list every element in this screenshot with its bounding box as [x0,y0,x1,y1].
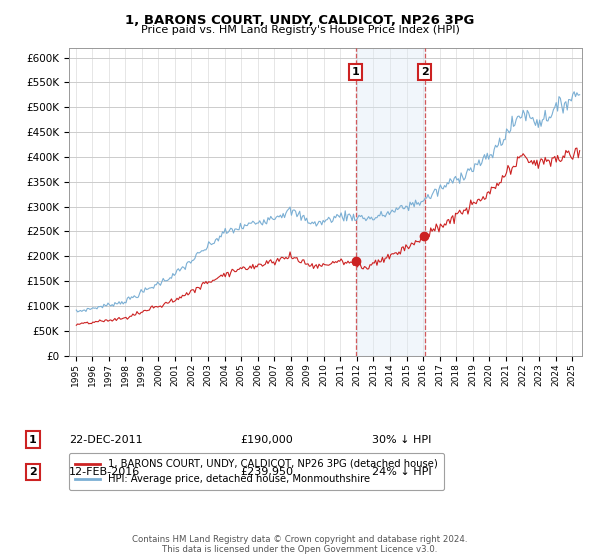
Text: 22-DEC-2011: 22-DEC-2011 [69,435,143,445]
Text: 24% ↓ HPI: 24% ↓ HPI [372,467,431,477]
Text: 2: 2 [421,67,428,77]
Text: 1: 1 [29,435,37,445]
Text: 2: 2 [29,467,37,477]
Text: £239,950: £239,950 [240,467,293,477]
Text: 1: 1 [352,67,359,77]
Text: Price paid vs. HM Land Registry's House Price Index (HPI): Price paid vs. HM Land Registry's House … [140,25,460,35]
Text: 12-FEB-2016: 12-FEB-2016 [69,467,140,477]
Text: £190,000: £190,000 [240,435,293,445]
Text: 1, BARONS COURT, UNDY, CALDICOT, NP26 3PG: 1, BARONS COURT, UNDY, CALDICOT, NP26 3P… [125,14,475,27]
Legend: 1, BARONS COURT, UNDY, CALDICOT, NP26 3PG (detached house), HPI: Average price, : 1, BARONS COURT, UNDY, CALDICOT, NP26 3P… [69,453,443,490]
Text: Contains HM Land Registry data © Crown copyright and database right 2024.
This d: Contains HM Land Registry data © Crown c… [132,535,468,554]
Text: 30% ↓ HPI: 30% ↓ HPI [372,435,431,445]
Bar [356,48,425,356]
